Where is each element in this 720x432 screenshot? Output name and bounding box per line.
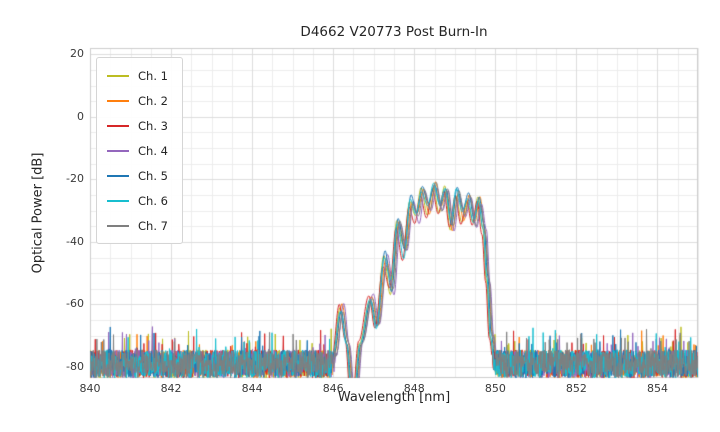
legend-line-swatch bbox=[107, 74, 129, 77]
legend-label: Ch. 2 bbox=[138, 93, 168, 108]
legend-item-1: Ch. 1 bbox=[107, 63, 168, 88]
legend-label: Ch. 5 bbox=[138, 168, 168, 183]
chart-title: D4662 V20773 Post Burn-In bbox=[300, 24, 488, 40]
legend-label: Ch. 7 bbox=[138, 218, 168, 233]
legend-label: Ch. 1 bbox=[138, 68, 168, 83]
legend: Ch. 1 Ch. 2 Ch. 3 Ch. 4 Ch. 5 Ch. 6 Ch. 7 bbox=[96, 57, 183, 244]
legend-line-swatch bbox=[107, 99, 129, 102]
legend-item-6: Ch. 6 bbox=[107, 188, 168, 213]
legend-item-5: Ch. 5 bbox=[107, 163, 168, 188]
legend-label: Ch. 4 bbox=[138, 143, 168, 158]
legend-line-swatch bbox=[107, 149, 129, 152]
legend-line-swatch bbox=[107, 199, 129, 202]
x-axis-label: Wavelength [nm] bbox=[337, 390, 451, 405]
legend-label: Ch. 6 bbox=[138, 193, 168, 208]
legend-item-7: Ch. 7 bbox=[107, 213, 168, 238]
legend-item-3: Ch. 3 bbox=[107, 113, 168, 138]
legend-line-swatch bbox=[107, 174, 129, 177]
y-axis-label: Optical Power [dB] bbox=[30, 152, 46, 274]
legend-item-2: Ch. 2 bbox=[107, 88, 168, 113]
legend-line-swatch bbox=[107, 224, 129, 227]
legend-label: Ch. 3 bbox=[138, 118, 168, 133]
legend-item-4: Ch. 4 bbox=[107, 138, 168, 163]
legend-line-swatch bbox=[107, 124, 129, 127]
